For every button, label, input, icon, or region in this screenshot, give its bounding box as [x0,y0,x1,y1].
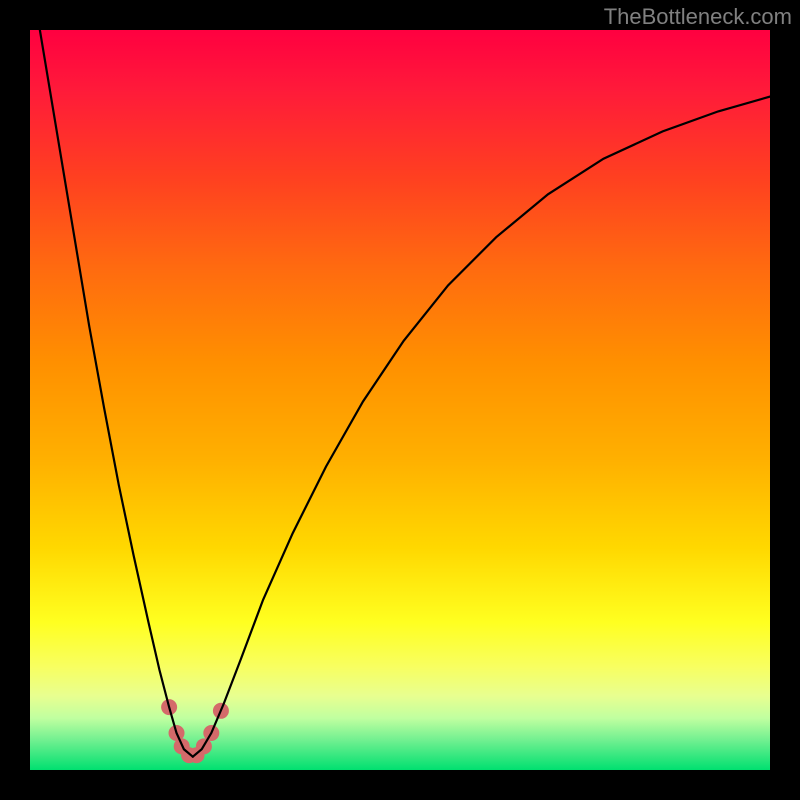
gradient-background [30,30,770,770]
plot-area [30,30,770,770]
watermark-text: TheBottleneck.com [604,4,792,30]
bottleneck-curve-chart [30,30,770,770]
chart-container: TheBottleneck.com [0,0,800,800]
